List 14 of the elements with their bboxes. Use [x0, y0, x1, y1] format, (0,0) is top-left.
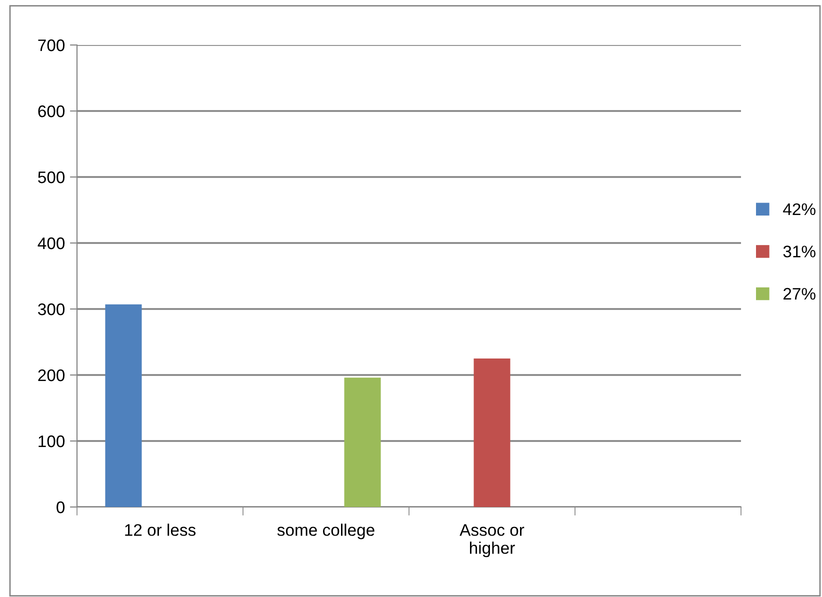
- legend-label: 31%: [783, 246, 816, 258]
- x-tick-label: some college: [277, 524, 374, 540]
- y-tick-label: 700: [38, 39, 65, 52]
- legend-label: 27%: [784, 288, 816, 300]
- y-tick-label: 300: [38, 303, 65, 316]
- y-tick-label: 500: [38, 171, 65, 184]
- y-tick-label: 400: [38, 237, 65, 250]
- y-tick-label: 600: [38, 105, 65, 118]
- x-tick-label: Assoc or higher: [460, 524, 524, 558]
- y-tick-label: 0: [56, 501, 65, 514]
- y-tick-label: 100: [38, 435, 65, 448]
- legend-label: 42%: [783, 203, 816, 216]
- y-tick-label: 200: [38, 369, 65, 382]
- x-tick-label: 12 or less: [125, 524, 196, 536]
